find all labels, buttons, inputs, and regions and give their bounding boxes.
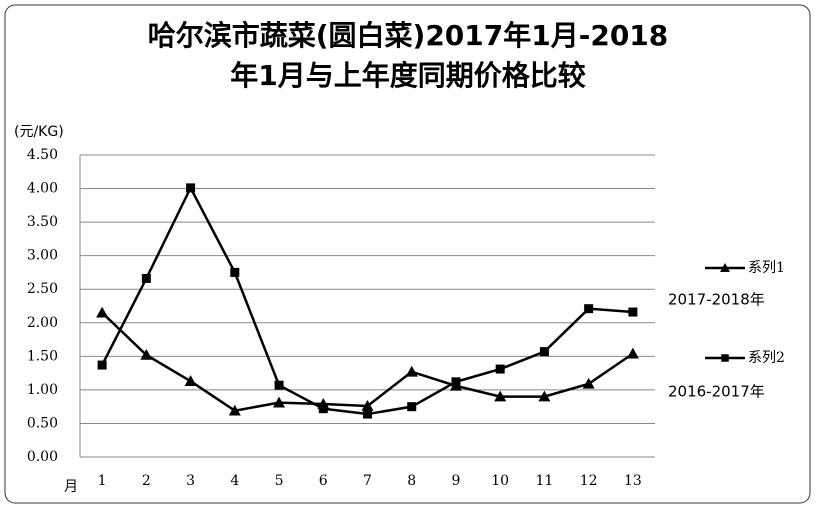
marker [228,404,241,416]
marker [720,263,730,272]
marker [318,404,328,414]
marker [361,399,374,411]
marker [405,365,418,377]
annotation: 2017-2018年 [668,291,765,309]
marker [140,348,153,360]
marker [274,380,284,390]
x-tick-label: 4 [230,473,239,489]
marker [407,402,417,412]
x-tick-label: 9 [452,473,461,489]
marker [141,273,151,283]
x-tick-label: 5 [275,473,284,489]
chart-frame [4,4,811,504]
marker [582,377,595,389]
annotation: 2016-2017年 [668,383,765,401]
legend-label: 系列2 [748,350,785,366]
marker [539,347,549,357]
x-tick-label: 6 [319,473,328,489]
y-tick-label: 3.50 [27,214,58,230]
marker [273,396,286,408]
chart-title: 哈尔滨市蔬菜(圆白菜)2017年1月-2018 年1月与上年度同期价格比较 [147,19,669,92]
marker [584,304,594,314]
y-axis-label: (元/KG) [14,124,64,140]
marker [626,347,639,359]
y-tick-label: 4.00 [27,181,58,197]
marker [538,390,551,402]
marker [184,375,197,386]
marker [230,267,240,277]
x-tick-label: 7 [363,473,372,489]
marker [451,377,461,387]
y-tick-label: 0.50 [27,415,58,431]
legend-label: 系列1 [748,260,785,276]
marker [97,360,107,370]
marker [186,183,196,193]
x-tick-label: 8 [407,473,416,489]
y-tick-label: 2.00 [27,315,58,331]
marker [628,307,638,317]
y-tick-label: 3.00 [27,248,58,264]
x-tick-label: 13 [624,473,642,489]
marker [96,306,109,318]
x-tick-label: 11 [536,473,554,489]
x-tick-label: 12 [580,473,598,489]
x-tick-label: 10 [491,473,509,489]
y-tick-label: 4.50 [27,147,58,163]
y-tick-label: 0.00 [27,449,58,465]
marker [721,354,729,362]
x-tick-label: 3 [186,473,195,489]
x-tick-label: 1 [98,473,107,489]
x-axis-label: 月 [64,479,78,495]
y-tick-label: 1.50 [27,348,58,364]
marker [495,364,505,374]
y-tick-label: 2.50 [27,281,58,297]
y-tick-label: 1.00 [27,382,58,398]
x-tick-label: 2 [142,473,151,489]
marker [363,409,372,419]
marker [494,390,507,402]
